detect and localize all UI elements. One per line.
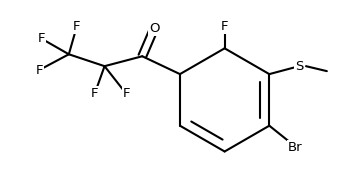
Text: F: F — [221, 20, 228, 33]
Text: F: F — [73, 20, 81, 33]
Text: O: O — [149, 22, 160, 35]
Text: F: F — [35, 64, 43, 77]
Text: F: F — [37, 32, 45, 45]
Text: F: F — [123, 87, 130, 100]
Text: Br: Br — [288, 141, 302, 154]
Text: F: F — [91, 87, 99, 100]
Text: S: S — [295, 60, 303, 73]
